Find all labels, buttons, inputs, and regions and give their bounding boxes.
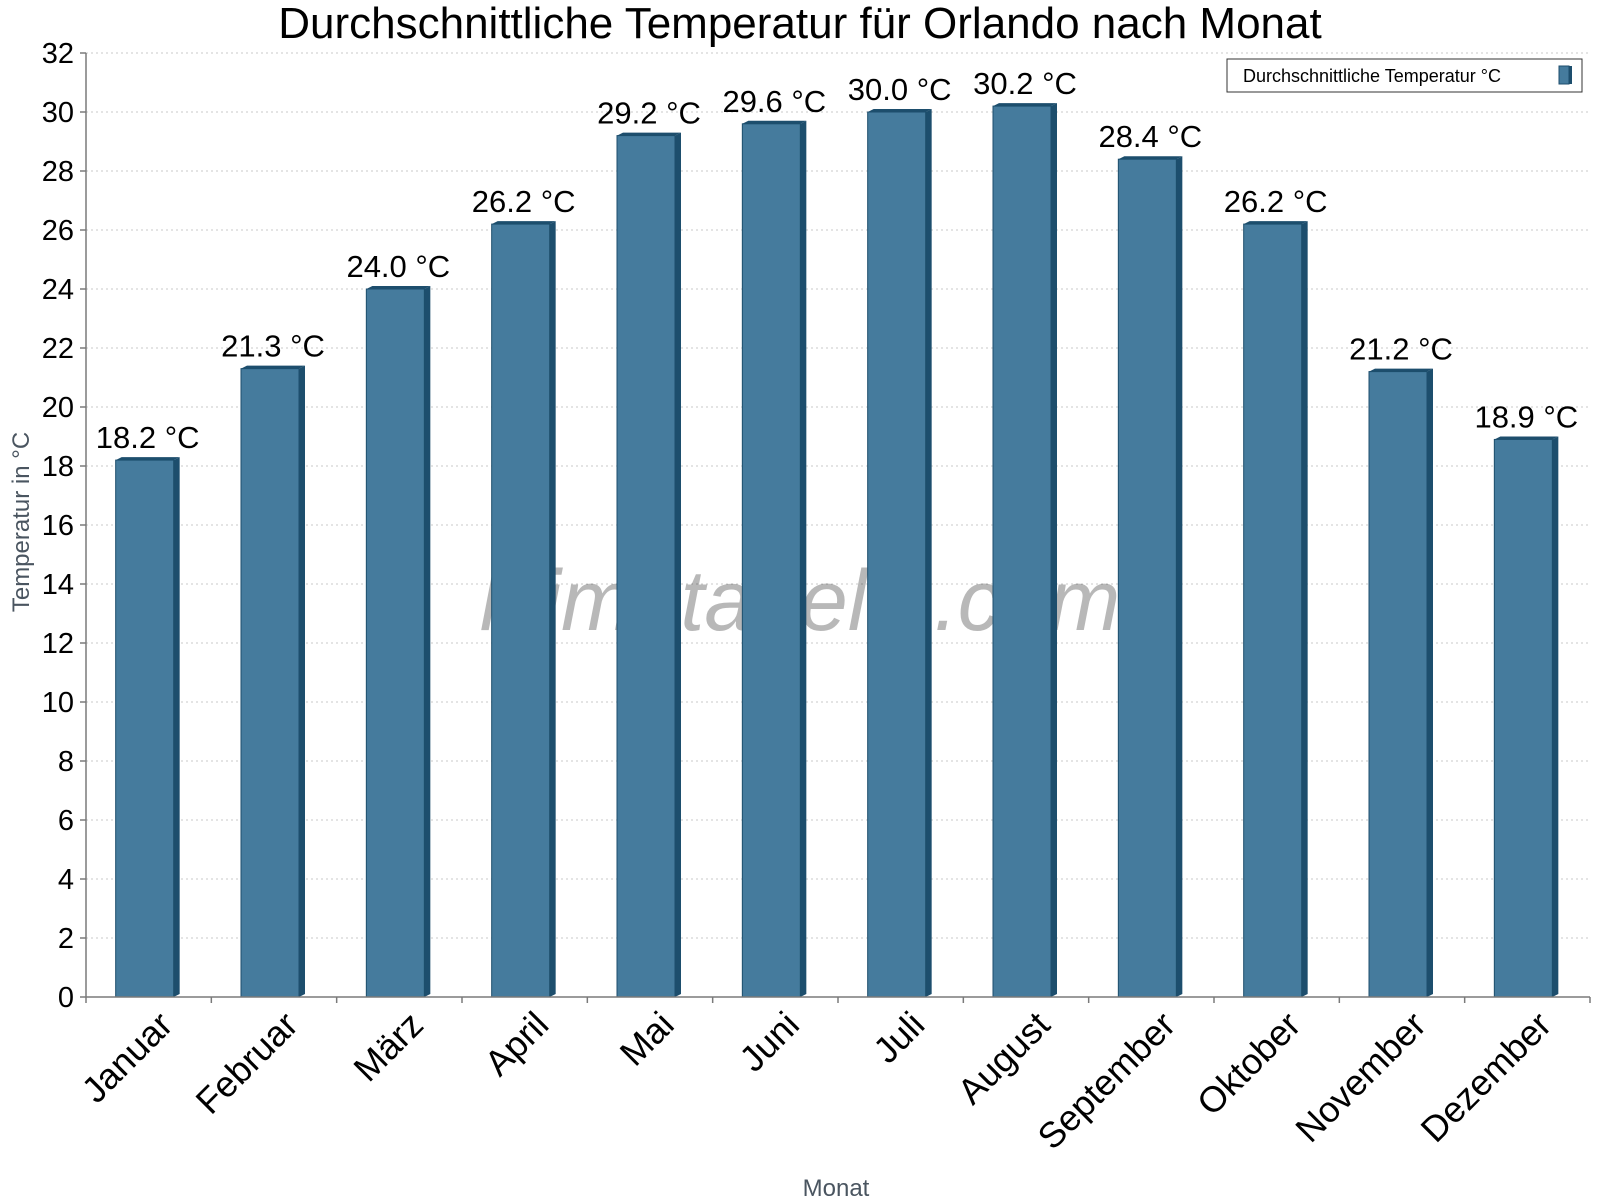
bar: [1117, 158, 1177, 998]
x-tick-label: Mai: [612, 1004, 682, 1074]
data-label: 29.2 °C: [597, 96, 701, 131]
bar-top: [366, 286, 431, 289]
data-labels: 18.2 °C 21.3 °C 24.0 °C 26.2 °C 29.2 °C 29.6 …: [96, 66, 1578, 455]
y-tick-label: 12: [42, 628, 74, 660]
bar-side: [1552, 436, 1559, 997]
bar: [1493, 438, 1553, 998]
bar: [867, 111, 927, 998]
y-tick-label: 26: [42, 215, 74, 247]
y-tick-label: 0: [58, 982, 74, 1014]
legend-box: [1226, 58, 1583, 93]
y-tick-label: 8: [58, 746, 74, 778]
bar: [115, 459, 175, 998]
y-tick-label: 10: [42, 687, 74, 719]
bar-side: [1427, 368, 1433, 998]
y-tick-label: 14: [42, 569, 74, 601]
bar-side: [424, 286, 431, 997]
legend: Durchschnittliche Temperatur °C: [1226, 58, 1583, 93]
bar-side: [1051, 103, 1057, 998]
bar-side: [800, 120, 807, 998]
bar-top: [993, 103, 1057, 107]
data-label: 21.3 °C: [221, 329, 325, 364]
bar-top: [491, 221, 556, 225]
x-tick-label: Juli: [865, 1004, 932, 1071]
legend-label: Durchschnittliche Temperatur °C: [1243, 66, 1501, 86]
y-tick-label: 28: [42, 156, 74, 188]
bar-top: [1369, 368, 1433, 372]
bar-top: [617, 132, 681, 136]
x-tick-label: Januar: [73, 1004, 180, 1111]
data-label: 28.4 °C: [1098, 119, 1202, 154]
bar: [491, 223, 551, 998]
legend-swatch-side: [1569, 66, 1572, 84]
y-tick-label: 6: [58, 805, 74, 837]
bar: [992, 105, 1052, 998]
x-tick-label: November: [1287, 1004, 1433, 1150]
bar-top: [115, 457, 180, 461]
x-tick-label: Juni: [731, 1004, 807, 1080]
y-tick-label: 32: [42, 38, 74, 70]
bar-side: [925, 109, 932, 997]
chart-title: Durchschnittliche Temperatur für Orlando…: [278, 0, 1321, 48]
y-tick-label: 2: [58, 923, 74, 955]
y-tick-label: 20: [42, 392, 74, 424]
bar-top: [1118, 156, 1183, 160]
y-tick-label: 4: [58, 864, 74, 896]
y-tick-label: 16: [42, 510, 74, 542]
x-tick-label: September: [1029, 1004, 1183, 1158]
bar-side: [299, 365, 305, 997]
bars: [115, 103, 1559, 998]
data-label: 26.2 °C: [1224, 184, 1328, 219]
bar-side: [1301, 221, 1308, 998]
x-tick-label: Februar: [188, 1004, 306, 1122]
legend-swatch: [1558, 65, 1570, 85]
bar: [741, 123, 801, 998]
bar-top: [1243, 221, 1308, 225]
bar-side: [675, 132, 681, 998]
y-tick-label: 30: [42, 97, 74, 129]
data-label: 24.0 °C: [346, 249, 450, 284]
bar: [1243, 223, 1303, 998]
bar-top: [1494, 436, 1559, 440]
bar-top: [241, 365, 305, 369]
x-tick-label: Dezember: [1413, 1004, 1559, 1150]
grid: [86, 52, 1590, 939]
bar-top: [867, 109, 932, 112]
y-tick-label: 18: [42, 451, 74, 483]
bar-side: [173, 457, 180, 998]
data-label: 30.0 °C: [848, 72, 952, 107]
data-label: 18.2 °C: [96, 420, 200, 455]
bar-side: [1176, 156, 1183, 997]
y-tick-label: 22: [42, 333, 74, 365]
x-tick-label: Oktober: [1189, 1004, 1309, 1124]
bar: [616, 135, 676, 998]
bar-top: [742, 120, 807, 124]
data-label: 26.2 °C: [472, 184, 576, 219]
x-tick-label: März: [345, 1004, 431, 1090]
x-tick-label: April: [476, 1004, 556, 1084]
x-axis-title: Monat: [803, 1175, 870, 1200]
y-axis-title: Temperatur in °C: [8, 432, 35, 612]
bar: [1368, 371, 1428, 998]
bar: [240, 368, 300, 998]
bar: [365, 288, 425, 998]
data-label: 21.2 °C: [1349, 332, 1453, 367]
bar-side: [549, 221, 556, 998]
data-label: 18.9 °C: [1474, 399, 1578, 434]
data-label: 29.6 °C: [722, 84, 826, 119]
y-tick-label: 24: [42, 274, 74, 306]
x-tick-label: August: [949, 1004, 1057, 1112]
data-label: 30.2 °C: [973, 66, 1077, 101]
